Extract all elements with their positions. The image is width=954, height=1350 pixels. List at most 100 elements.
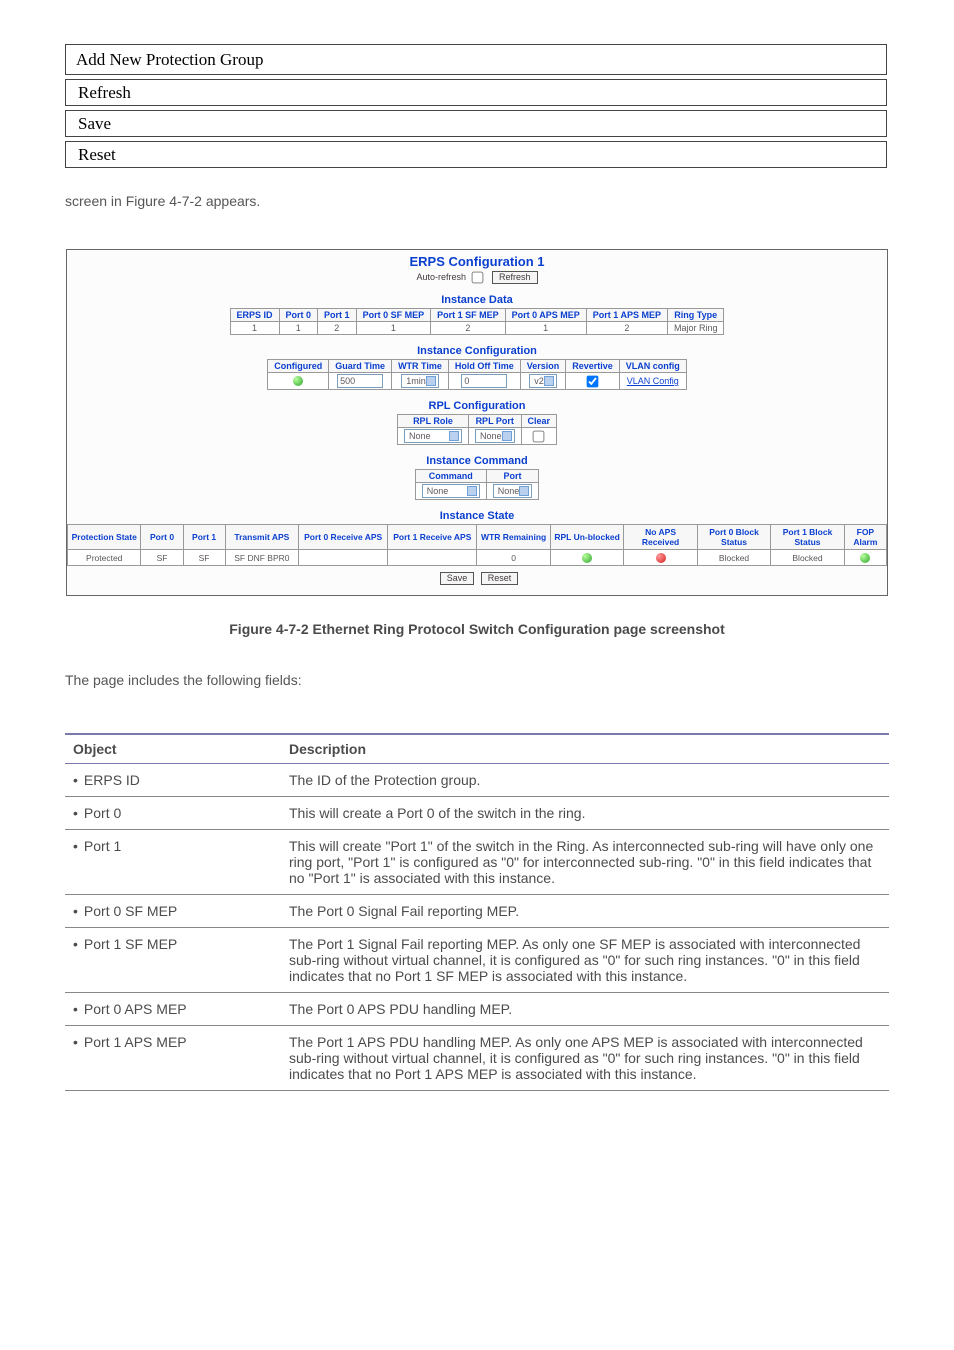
th: Port 1 SF MEP: [431, 309, 506, 322]
object-cell: •ERPS ID: [65, 763, 281, 796]
vlan-config-link[interactable]: VLAN Config: [627, 376, 679, 386]
table-row: •Port 1 SF MEPThe Port 1 Signal Fail rep…: [65, 927, 889, 992]
panel-save-button[interactable]: Save: [440, 572, 475, 585]
table-row: •Port 1 APS MEPThe Port 1 APS PDU handli…: [65, 1025, 889, 1090]
th: Ring Type: [667, 309, 724, 322]
td: Blocked: [697, 550, 770, 566]
description-cell: The Port 1 APS PDU handling MEP. As only…: [281, 1025, 889, 1090]
rpl-port-cell: None: [468, 428, 521, 445]
intro-text: screen in Figure 4-7-2 appears.: [65, 193, 889, 209]
object-cell: •Port 0 APS MEP: [65, 992, 281, 1025]
revertive-cell: [566, 373, 620, 390]
table-row: 1 1 2 1 2 1 2 Major Ring: [230, 322, 724, 335]
state-heading: Instance State: [67, 510, 887, 522]
vlan-cell: VLAN Config: [619, 373, 686, 390]
save-button[interactable]: Save: [65, 110, 887, 137]
td: 1: [505, 322, 586, 335]
reset-button[interactable]: Reset: [65, 141, 887, 168]
th: Port 1 Block Status: [771, 525, 844, 550]
table-row: None None: [415, 483, 539, 500]
guard-time-cell: 500: [329, 373, 392, 390]
rpl-unblocked-cell: [550, 550, 623, 566]
td: 1: [230, 322, 279, 335]
td: [388, 550, 477, 566]
command-port-select[interactable]: None: [493, 484, 533, 498]
table-header-row: Object Description: [65, 734, 889, 764]
auto-refresh-checkbox[interactable]: [471, 272, 483, 284]
object-cell: •Port 1: [65, 829, 281, 894]
command-select[interactable]: None: [422, 484, 480, 498]
hold-off-input[interactable]: 0: [461, 374, 507, 388]
rpl-role-cell: None: [397, 428, 468, 445]
th: RPL Un-blocked: [550, 525, 623, 550]
td: SF: [183, 550, 225, 566]
th: Port 1 Receive APS: [388, 525, 477, 550]
table-row: Protected SF SF SF DNF BPR0 0 Blocked Bl…: [68, 550, 887, 566]
th-object: Object: [65, 734, 281, 764]
th: No APS Received: [624, 525, 697, 550]
td: SF: [141, 550, 183, 566]
th: Version: [520, 360, 566, 373]
fop-led-icon: [860, 553, 870, 563]
th: Port 1: [183, 525, 225, 550]
table-row: •Port 1This will create "Port 1" of the …: [65, 829, 889, 894]
erps-config-panel: ERPS Configuration 1 Auto-refresh Refres…: [66, 249, 888, 596]
refresh-button[interactable]: Refresh: [65, 79, 887, 106]
configured-led-icon: [293, 376, 303, 386]
th: WTR Time: [392, 360, 449, 373]
wtr-time-select[interactable]: 1min: [401, 374, 439, 388]
table-header-row: RPL Role RPL Port Clear: [397, 415, 556, 428]
fop-cell: [844, 550, 886, 566]
state-table: Protection State Port 0 Port 1 Transmit …: [67, 524, 887, 566]
th: Port 1 APS MEP: [586, 309, 667, 322]
th: Port 0 Receive APS: [299, 525, 388, 550]
object-cell: •Port 1 APS MEP: [65, 1025, 281, 1090]
th: Protection State: [68, 525, 141, 550]
table-row: •Port 0 APS MEPThe Port 0 APS PDU handli…: [65, 992, 889, 1025]
panel-reset-button[interactable]: Reset: [481, 572, 519, 585]
version-cell: v2: [520, 373, 566, 390]
table-header-row: ERPS ID Port 0 Port 1 Port 0 SF MEP Port…: [230, 309, 724, 322]
table-header-row: Command Port: [415, 470, 539, 483]
object-cell: •Port 0 SF MEP: [65, 894, 281, 927]
table-row: •ERPS IDThe ID of the Protection group.: [65, 763, 889, 796]
td: Major Ring: [667, 322, 724, 335]
td: SF DNF BPR0: [225, 550, 298, 566]
object-cell: •Port 1 SF MEP: [65, 927, 281, 992]
table-row: •Port 0 SF MEPThe Port 0 Signal Fail rep…: [65, 894, 889, 927]
th: Port 0 Block Status: [697, 525, 770, 550]
panel-refresh-button[interactable]: Refresh: [492, 271, 538, 284]
rpl-clear-cell: [521, 428, 557, 445]
th: RPL Role: [397, 415, 468, 428]
wtr-time-cell: 1min: [392, 373, 449, 390]
th: ERPS ID: [230, 309, 279, 322]
table-row: •Port 0This will create a Port 0 of the …: [65, 796, 889, 829]
description-cell: This will create a Port 0 of the switch …: [281, 796, 889, 829]
guard-time-input[interactable]: 500: [337, 374, 383, 388]
desc-intro: The page includes the following fields:: [65, 672, 889, 688]
th: WTR Remaining: [477, 525, 550, 550]
auto-refresh-label: Auto-refresh: [416, 272, 466, 282]
th: Revertive: [566, 360, 620, 373]
instance-data-heading: Instance Data: [67, 294, 887, 306]
instance-config-table: Configured Guard Time WTR Time Hold Off …: [267, 359, 687, 390]
td: Protected: [68, 550, 141, 566]
command-heading: Instance Command: [67, 455, 887, 467]
version-select[interactable]: v2: [529, 374, 557, 388]
rpl-clear-checkbox[interactable]: [533, 430, 545, 442]
rpl-heading: RPL Configuration: [67, 400, 887, 412]
description-cell: This will create "Port 1" of the switch …: [281, 829, 889, 894]
panel-footer: Save Reset: [67, 566, 887, 595]
add-protection-group-button[interactable]: Add New Protection Group: [65, 44, 887, 75]
th: Command: [415, 470, 486, 483]
td: 2: [318, 322, 357, 335]
revertive-checkbox[interactable]: [587, 375, 599, 387]
th: RPL Port: [468, 415, 521, 428]
td: 1: [356, 322, 431, 335]
description-table: Object Description •ERPS IDThe ID of the…: [65, 733, 889, 1091]
command-cell: None: [415, 483, 486, 500]
table-header-row: Protection State Port 0 Port 1 Transmit …: [68, 525, 887, 550]
th: Port 0 SF MEP: [356, 309, 431, 322]
rpl-role-select[interactable]: None: [404, 429, 462, 443]
rpl-port-select[interactable]: None: [475, 429, 515, 443]
